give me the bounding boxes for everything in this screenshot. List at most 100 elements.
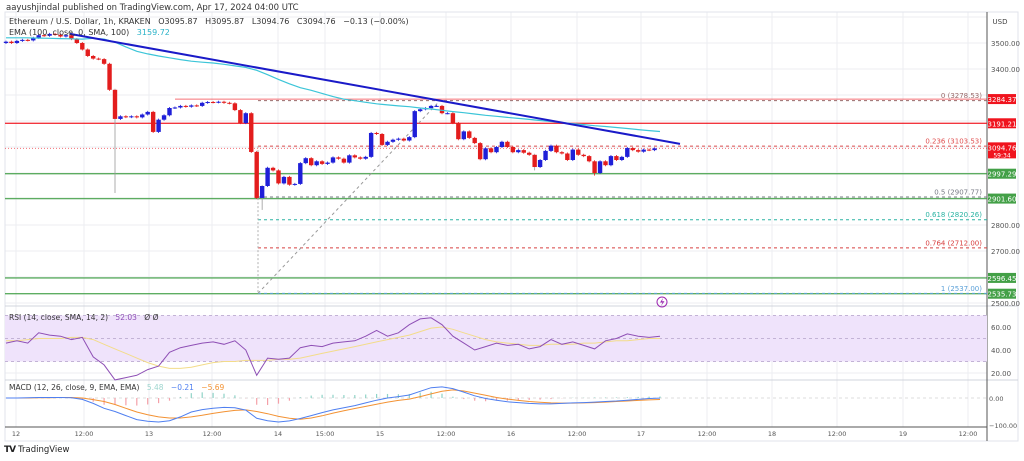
level-badge [988, 272, 1016, 283]
candle-body [243, 113, 248, 124]
fib-level-label: 0 (3278.53) [941, 92, 982, 100]
candle-body [194, 105, 199, 107]
macd-hist-value: 5.48 [146, 383, 164, 392]
candle-body [537, 160, 543, 168]
candle-body [646, 149, 652, 151]
candle-body [505, 141, 510, 147]
candle-body [205, 102, 210, 104]
time-tick: 14 [274, 430, 282, 438]
symbol-legend[interactable]: Ethereum / U.S. Dollar, 1h, KRAKEN O3095… [9, 17, 414, 26]
candle-body [238, 110, 243, 124]
candle-body [47, 33, 52, 36]
candle-body [178, 105, 183, 108]
horizontal-levels[interactable]: 3284.37 3191.21 2997.29 2901.60 2596.45 2535.… [5, 94, 1017, 299]
fib-diagonal [257, 100, 441, 294]
published-caption: aayushjindal published on TradingView.co… [6, 3, 299, 13]
macd-signal-line [6, 389, 661, 420]
candle-body [232, 103, 238, 111]
rsi-band [5, 315, 987, 362]
candle-body [532, 154, 537, 168]
time-tick: 12:00 [828, 430, 847, 438]
ema-label: EMA (100, close, 0, SMA, 100) [9, 28, 130, 37]
candle-body [439, 105, 445, 114]
macd-legend[interactable]: MACD (12, 26, close, 9, EMA, EMA) 5.48 −… [9, 383, 229, 392]
time-tick: 15 [376, 430, 384, 438]
candle-body [521, 150, 526, 153]
time-tick: 12:00 [75, 430, 94, 438]
candle-body [63, 35, 69, 37]
candle-body [412, 111, 417, 138]
candle-body [347, 155, 352, 163]
candle-body [9, 41, 14, 43]
candle-body [172, 107, 178, 109]
candle-body [527, 152, 532, 155]
price-tick: 2700.00 [991, 248, 1020, 256]
candle-body [118, 116, 123, 119]
time-tick: 15:00 [316, 430, 335, 438]
trendline [69, 32, 681, 145]
ema-legend[interactable]: EMA (100, close, 0, SMA, 100) 3159.72 [9, 28, 175, 37]
candle-body [216, 101, 221, 103]
candle-body [548, 145, 554, 151]
candle-body [3, 41, 9, 43]
grid [4, 11, 1019, 442]
candle-body [270, 167, 276, 171]
candle-body [20, 39, 25, 41]
candle-body [336, 157, 341, 159]
candle-body [390, 139, 396, 142]
tradingview-logo-icon: TV [4, 445, 16, 455]
candle-body [652, 148, 657, 151]
candle-body [586, 156, 592, 162]
candle-body [227, 102, 232, 104]
candle-body [559, 152, 565, 154]
ema100-line [6, 37, 661, 133]
macd-label: MACD (12, 26, close, 9, EMA, EMA) [9, 383, 140, 392]
candle-body [14, 40, 20, 43]
candle-body [156, 119, 161, 132]
fib-level-label: 0.236 (3103.53) [925, 138, 982, 146]
candle-body [292, 183, 298, 185]
rsi-tick: 60.00 [991, 324, 1011, 332]
last-price-label: 3094.76 [988, 144, 1017, 152]
candle-body [570, 149, 575, 160]
level-badge-label: 2997.29 [988, 171, 1017, 179]
fib-level-label: 0.764 (2712.00) [925, 239, 982, 247]
candle-body [259, 186, 265, 198]
candle-body [641, 149, 646, 152]
candle-body [450, 113, 456, 124]
candle-body [543, 150, 548, 160]
lightning-icon[interactable] [656, 296, 668, 308]
candle-body [325, 162, 330, 164]
candle-body [510, 147, 516, 153]
macd-signal-value: −5.69 [201, 383, 225, 392]
indicator-lines [5, 32, 681, 423]
candle-body [341, 158, 347, 163]
candle-body [625, 148, 630, 157]
axes[interactable]: USD 3500.00 3400.00 2800.00 2700.00 2500.00 60… [12, 18, 1020, 438]
candle-body [265, 167, 270, 186]
candle-body [41, 35, 47, 37]
candle-body [445, 113, 450, 115]
rsi-sma-line [6, 326, 660, 369]
rsi-tick: 20.00 [991, 370, 1011, 378]
tradingview-footer[interactable]: TV TradingView [4, 445, 69, 455]
rsi-legend[interactable]: RSI (14, close, SMA, 14, 2) 52.03 Ø Ø [9, 313, 164, 322]
candle-body [91, 56, 96, 59]
candle-body [150, 111, 156, 132]
candle-body [101, 59, 107, 64]
fib-retracement[interactable]: 0 (3278.53) 0.236 (3103.53) 0.5 (2907.77) 0… [257, 92, 987, 294]
candle-body [309, 158, 314, 166]
candles [3, 32, 657, 210]
candle-body [608, 156, 614, 166]
candle-body [330, 157, 336, 163]
candle-body [183, 105, 189, 107]
time-tick: 12:00 [203, 430, 222, 438]
candle-body [36, 35, 41, 38]
candle-body [298, 163, 303, 184]
macd-tick: −100.00 [989, 422, 1017, 430]
candle-body [200, 102, 205, 106]
price-change: −0.13 (−0.00%) [343, 17, 409, 26]
level-badge [988, 193, 1016, 204]
candle-body [221, 101, 227, 103]
